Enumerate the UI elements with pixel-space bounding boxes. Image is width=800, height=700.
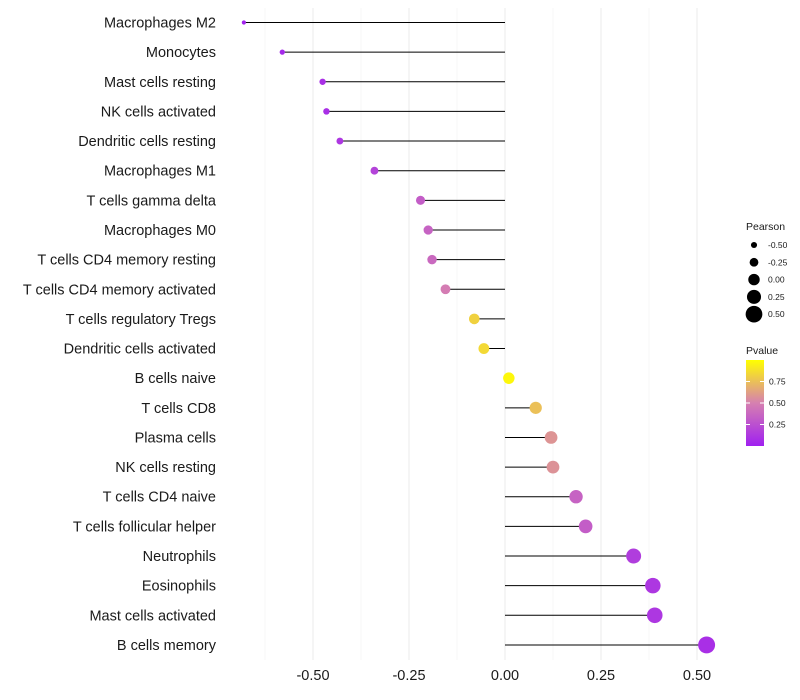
category-label: T cells CD4 memory resting — [37, 253, 216, 269]
category-label: Plasma cells — [135, 430, 216, 446]
pearson-legend-dot — [749, 257, 759, 267]
x-tick-label: 0.00 — [491, 668, 519, 684]
data-point — [529, 401, 542, 414]
category-label: NK cells activated — [101, 104, 216, 120]
x-tick-label: 0.50 — [683, 668, 711, 684]
category-label: Mast cells resting — [104, 75, 216, 91]
pvalue-tick-label: 0.50 — [769, 398, 786, 408]
pearson-size-legend: Pearson -0.50 -0.25 0.00 0.25 0.50 — [745, 221, 788, 323]
pearson-legend-label: 0.00 — [768, 275, 785, 285]
category-label: T cells CD4 naive — [103, 490, 216, 506]
category-label: T cells gamma delta — [87, 193, 217, 209]
data-point — [546, 460, 560, 474]
category-label: Monocytes — [146, 45, 216, 61]
data-point — [415, 195, 426, 205]
category-label: Dendritic cells resting — [78, 134, 216, 150]
category-label: T cells regulatory Tregs — [66, 312, 216, 328]
pearson-legend-label: -0.25 — [768, 257, 788, 267]
category-label: T cells follicular helper — [73, 519, 216, 535]
pvalue-colorbar — [746, 360, 764, 446]
pearson-legend-label: 0.50 — [768, 309, 785, 319]
category-labels: Macrophages M2 Monocytes Mast cells restin… — [23, 16, 217, 654]
data-point — [468, 313, 480, 325]
data-point — [478, 343, 490, 354]
point-layer — [241, 20, 716, 654]
pearson-legend-dot — [746, 289, 762, 304]
category-label: T cells CD4 memory activated — [23, 282, 216, 298]
x-tick-label: -0.50 — [296, 668, 329, 684]
category-label: B cells memory — [117, 638, 217, 654]
grid-layer — [264, 8, 698, 660]
data-point — [427, 254, 437, 265]
pearson-legend-dot — [745, 305, 763, 323]
pvalue-color-legend: Pvalue 0.25 0.50 0.75 — [746, 345, 786, 446]
data-point — [645, 577, 661, 594]
category-label: Mast cells activated — [89, 608, 216, 624]
data-point — [626, 548, 642, 564]
pearson-legend-label: -0.50 — [768, 240, 788, 250]
data-point — [279, 49, 285, 55]
data-point — [423, 225, 433, 235]
data-point — [241, 20, 246, 25]
data-point — [646, 607, 663, 624]
pvalue-tick-label: 0.75 — [769, 377, 786, 387]
category-label: Macrophages M2 — [104, 16, 216, 32]
data-point — [569, 490, 583, 504]
pearson-legend-title: Pearson — [746, 221, 785, 233]
category-label: Eosinophils — [142, 579, 216, 595]
data-point — [578, 519, 593, 534]
data-point — [323, 108, 330, 115]
data-point — [440, 284, 451, 295]
category-label: Macrophages M0 — [104, 223, 216, 239]
pearson-legend-dot — [750, 241, 758, 249]
data-point — [370, 166, 379, 175]
data-point — [503, 372, 515, 384]
data-point — [544, 431, 558, 444]
data-point — [698, 636, 716, 654]
pearson-legend-label: 0.25 — [768, 292, 785, 302]
category-label: T cells CD8 — [141, 401, 216, 417]
data-point — [336, 137, 344, 145]
data-point — [319, 78, 326, 85]
category-label: Macrophages M1 — [104, 164, 216, 180]
x-tick-label: -0.25 — [392, 668, 425, 684]
pvalue-legend-title: Pvalue — [746, 345, 778, 357]
category-label: Neutrophils — [143, 549, 216, 565]
category-label: Dendritic cells activated — [64, 342, 216, 358]
x-axis-tick-labels: -0.50 -0.25 0.00 0.25 0.50 — [296, 668, 711, 684]
category-label: B cells naive — [135, 371, 216, 387]
pearson-legend-dot — [748, 273, 760, 286]
x-tick-label: 0.25 — [587, 668, 615, 684]
pvalue-tick-label: 0.25 — [769, 420, 786, 430]
category-label: NK cells resting — [115, 460, 216, 476]
